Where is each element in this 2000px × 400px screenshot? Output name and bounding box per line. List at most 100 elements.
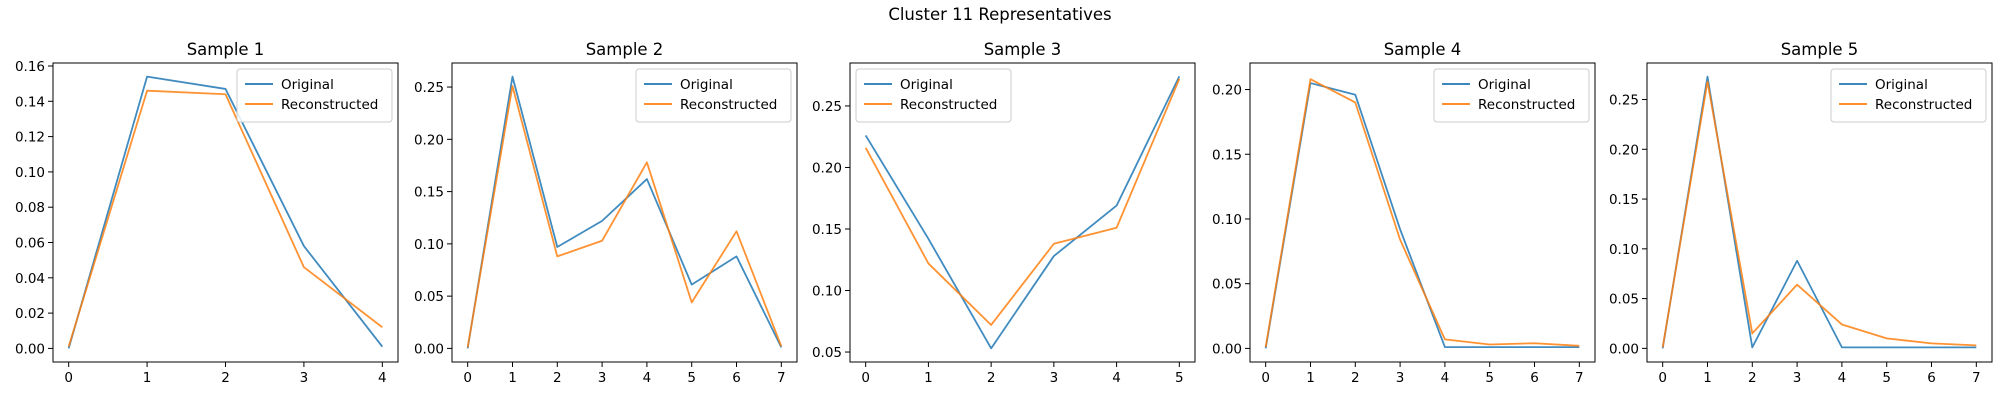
- y-tick-label: 0.06: [15, 236, 45, 252]
- x-tick-label: 4: [378, 370, 387, 386]
- x-tick-label: 2: [553, 370, 562, 386]
- y-tick-label: 0.10: [15, 165, 45, 181]
- y-tick-label: 0.15: [414, 185, 444, 201]
- y-tick-label: 0.10: [812, 284, 842, 300]
- y-tick-label: 0.20: [1609, 142, 1639, 158]
- legend-label: Reconstructed: [1478, 97, 1575, 113]
- series-line-reconstructed: [1661, 80, 1977, 348]
- axes-frame: [1646, 62, 1993, 363]
- legend-box: [1433, 68, 1590, 123]
- legend: Original Reconstructed: [1830, 68, 1987, 123]
- y-tick-label: 0.12: [15, 130, 45, 146]
- x-tick-label: 2: [221, 370, 230, 386]
- axes-frame: [849, 62, 1196, 363]
- series-line-original: [864, 76, 1181, 350]
- x-tick-label: 1: [1703, 370, 1712, 386]
- x-tick-label: 3: [1050, 370, 1059, 386]
- legend: Original Reconstructed: [1433, 68, 1590, 123]
- series-line-reconstructed: [1264, 78, 1580, 348]
- x-tick-label: 6: [1530, 370, 1539, 386]
- subplot-title: Sample 1: [187, 40, 265, 59]
- legend-label: Original: [900, 77, 953, 93]
- legend: Original Reconstructed: [635, 68, 792, 123]
- series-line-reconstructed: [466, 85, 783, 348]
- y-tick-label: 0.20: [812, 160, 842, 176]
- x-tick-label: 0: [463, 370, 472, 386]
- legend-box: [855, 68, 1012, 123]
- legend-box: [236, 68, 393, 123]
- y-tick-label: 0.14: [15, 94, 45, 110]
- x-tick-label: 0: [1658, 370, 1667, 386]
- subplots: Sample 1 0 1 2 3 4 0.00 0.02 0.04 0.06 0.08 0.10 0.1…: [15, 40, 1993, 386]
- y-tick-label: 0.10: [1609, 242, 1639, 258]
- x-tick-label: 0: [64, 370, 73, 386]
- y-tick-label: 0.05: [1212, 277, 1242, 293]
- x-tick-label: 3: [598, 370, 607, 386]
- y-tick-label: 0.25: [1609, 93, 1639, 109]
- series-line-original: [1264, 82, 1580, 349]
- legend-label: Reconstructed: [281, 97, 378, 113]
- legend: Original Reconstructed: [236, 68, 393, 123]
- subplot-title: Sample 2: [586, 40, 664, 59]
- legend-box: [1830, 68, 1987, 123]
- x-tick-label: 5: [1175, 370, 1184, 386]
- x-tick-label: 5: [1882, 370, 1891, 386]
- y-tick-label: 0.16: [15, 59, 45, 75]
- legend-label: Reconstructed: [900, 97, 997, 113]
- x-tick-label: 6: [1927, 370, 1936, 386]
- x-tick-label: 4: [1441, 370, 1450, 386]
- y-tick-label: 0.20: [414, 132, 444, 148]
- subplot-title: Sample 4: [1384, 40, 1462, 59]
- x-tick-label: 2: [987, 370, 996, 386]
- x-tick-label: 6: [732, 370, 741, 386]
- x-tick-label: 4: [1112, 370, 1121, 386]
- legend-label: Original: [281, 77, 334, 93]
- legend-box: [635, 68, 792, 123]
- x-tick-label: 0: [861, 370, 870, 386]
- x-tick-label: 4: [643, 370, 652, 386]
- x-tick-label: 0: [1261, 370, 1270, 386]
- y-tick-label: 0.10: [1212, 212, 1242, 228]
- y-tick-label: 0.25: [414, 80, 444, 96]
- y-tick-label: 0.00: [15, 341, 45, 357]
- y-tick-label: 0.05: [1609, 292, 1639, 308]
- y-tick-label: 0.05: [414, 289, 444, 305]
- legend: Original Reconstructed: [855, 68, 1012, 123]
- legend-label: Original: [680, 77, 733, 93]
- x-tick-label: 5: [687, 370, 696, 386]
- y-tick-label: 0.15: [812, 222, 842, 238]
- subplot-3: Sample 3 0 1 2 3 4 5 0.05 0.10 0.15 0.20 0.25 Origin…: [812, 40, 1196, 386]
- x-tick-label: 1: [924, 370, 933, 386]
- x-tick-label: 1: [143, 370, 152, 386]
- subplot-title: Sample 5: [1781, 40, 1859, 59]
- x-tick-label: 3: [1396, 370, 1405, 386]
- y-tick-label: 0.04: [15, 271, 45, 287]
- y-tick-label: 0.00: [1212, 341, 1242, 357]
- axes-frame: [451, 62, 798, 363]
- y-tick-label: 0.08: [15, 200, 45, 216]
- legend-label: Reconstructed: [1875, 97, 1972, 113]
- y-tick-label: 0.02: [15, 306, 45, 322]
- x-tick-label: 7: [1972, 370, 1981, 386]
- legend-label: Original: [1478, 77, 1531, 93]
- x-tick-label: 3: [1793, 370, 1802, 386]
- legend-label: Original: [1875, 77, 1928, 93]
- x-tick-label: 2: [1748, 370, 1757, 386]
- axes-frame: [1249, 62, 1596, 363]
- x-tick-label: 2: [1351, 370, 1360, 386]
- y-tick-label: 0.05: [812, 345, 842, 361]
- subplot-4: Sample 4 0 1 2 3 4 5 6 7 0.00 0.05 0.10 0.15 0.20 Orig…: [1212, 40, 1596, 386]
- y-tick-label: 0.00: [414, 341, 444, 357]
- figure-title: Cluster 11 Representatives: [888, 5, 1111, 24]
- x-tick-label: 4: [1838, 370, 1847, 386]
- subplot-title: Sample 3: [984, 40, 1062, 59]
- x-tick-label: 1: [1306, 370, 1315, 386]
- x-tick-label: 1: [508, 370, 517, 386]
- y-tick-label: 0.15: [1609, 192, 1639, 208]
- y-tick-label: 0.25: [812, 99, 842, 115]
- y-tick-label: 0.15: [1212, 147, 1242, 163]
- x-tick-label: 3: [300, 370, 309, 386]
- subplot-1: Sample 1 0 1 2 3 4 0.00 0.02 0.04 0.06 0.08 0.10 0.1…: [15, 40, 399, 386]
- y-tick-label: 0.20: [1212, 83, 1242, 99]
